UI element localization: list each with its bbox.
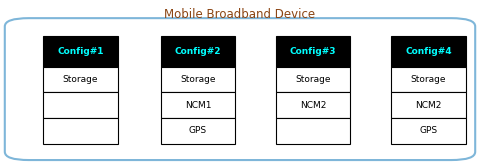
Text: Config#4: Config#4 <box>405 47 452 56</box>
Text: GPS: GPS <box>420 126 437 135</box>
Text: Config#1: Config#1 <box>57 47 104 56</box>
Bar <box>43 118 118 144</box>
Bar <box>43 36 118 67</box>
Bar <box>276 36 350 67</box>
Bar <box>161 36 235 67</box>
Bar <box>43 92 118 118</box>
Text: NCM1: NCM1 <box>185 101 211 110</box>
FancyBboxPatch shape <box>5 18 475 160</box>
Text: Config#3: Config#3 <box>290 47 336 56</box>
Text: NCM2: NCM2 <box>300 101 326 110</box>
Bar <box>391 67 466 92</box>
Bar <box>391 36 466 67</box>
Bar <box>276 67 350 92</box>
Bar <box>276 92 350 118</box>
Bar <box>161 118 235 144</box>
Text: Mobile Broadband Device: Mobile Broadband Device <box>165 8 315 21</box>
Bar <box>391 118 466 144</box>
Bar <box>161 92 235 118</box>
Text: GPS: GPS <box>189 126 207 135</box>
Bar <box>161 67 235 92</box>
Bar <box>391 92 466 118</box>
Text: Storage: Storage <box>63 75 98 84</box>
Text: Storage: Storage <box>411 75 446 84</box>
Bar <box>276 118 350 144</box>
Bar <box>43 67 118 92</box>
Text: NCM2: NCM2 <box>415 101 442 110</box>
Text: Storage: Storage <box>180 75 216 84</box>
Text: Storage: Storage <box>296 75 331 84</box>
Text: Config#2: Config#2 <box>175 47 221 56</box>
